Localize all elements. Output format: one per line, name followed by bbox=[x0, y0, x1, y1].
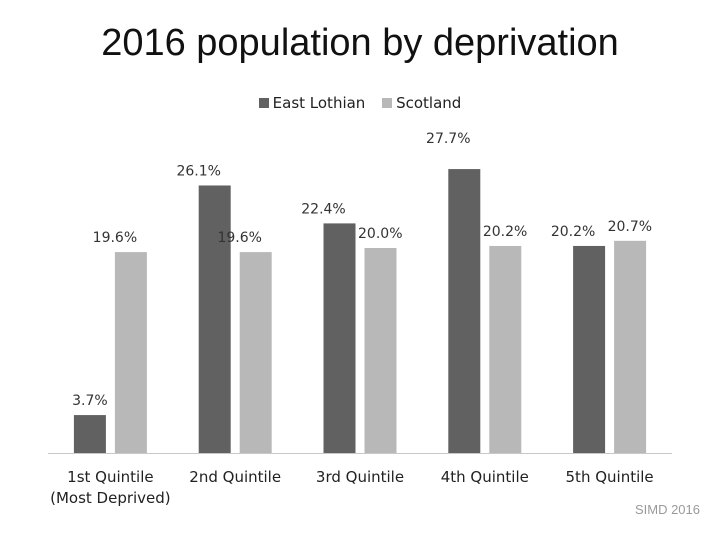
legend-item-east-lothian: East Lothian bbox=[258, 94, 366, 112]
bar-east-lothian-q3 bbox=[323, 223, 356, 453]
category-label-q5: 5th Quintile bbox=[566, 468, 654, 486]
data-label-scotland-q1: 19.6% bbox=[93, 230, 137, 246]
category-sublabel-q1: (Most Deprived) bbox=[50, 489, 171, 507]
data-label-scotland-q3: 20.0% bbox=[358, 226, 402, 242]
bar-east-lothian-q2 bbox=[198, 185, 231, 453]
category-label-q3: 3rd Quintile bbox=[316, 468, 404, 486]
bar-scotland-q3 bbox=[364, 248, 397, 453]
legend-label-scotland: Scotland bbox=[396, 94, 462, 112]
legend-swatch-east-lothian bbox=[258, 98, 269, 108]
category-label-q1: 1st Quintile bbox=[67, 468, 153, 486]
data-label-scotland-q5: 20.7% bbox=[608, 219, 652, 235]
bar-scotland-q4 bbox=[489, 245, 522, 453]
legend: East Lothian Scotland bbox=[0, 94, 720, 112]
bar-scotland-q2 bbox=[239, 252, 272, 453]
legend-label-east-lothian: East Lothian bbox=[272, 94, 366, 112]
category-label-q4: 4th Quintile bbox=[441, 468, 529, 486]
data-label-east-lothian-q4: 27.7% bbox=[426, 131, 470, 147]
legend-swatch-scotland bbox=[382, 98, 393, 108]
bar-scotland-q1 bbox=[114, 252, 147, 453]
data-label-scotland-q2: 19.6% bbox=[217, 230, 261, 246]
data-label-east-lothian-q3: 22.4% bbox=[301, 201, 345, 217]
bar-east-lothian-q1 bbox=[73, 415, 106, 453]
data-label-east-lothian-q2: 26.1% bbox=[176, 163, 220, 179]
chart-title: 2016 population by deprivation bbox=[101, 22, 619, 64]
data-label-scotland-q4: 20.2% bbox=[483, 224, 527, 240]
legend-item-scotland: Scotland bbox=[382, 94, 461, 112]
bar-east-lothian-q5 bbox=[573, 245, 606, 453]
source-label: SIMD 2016 bbox=[634, 502, 700, 517]
bar-east-lothian-q4 bbox=[448, 169, 481, 453]
data-label-east-lothian-q5: 20.2% bbox=[551, 224, 595, 240]
bar-scotland-q5 bbox=[614, 240, 647, 453]
category-label-q2: 2nd Quintile bbox=[189, 468, 281, 486]
data-label-east-lothian-q1: 3.7% bbox=[72, 393, 108, 409]
